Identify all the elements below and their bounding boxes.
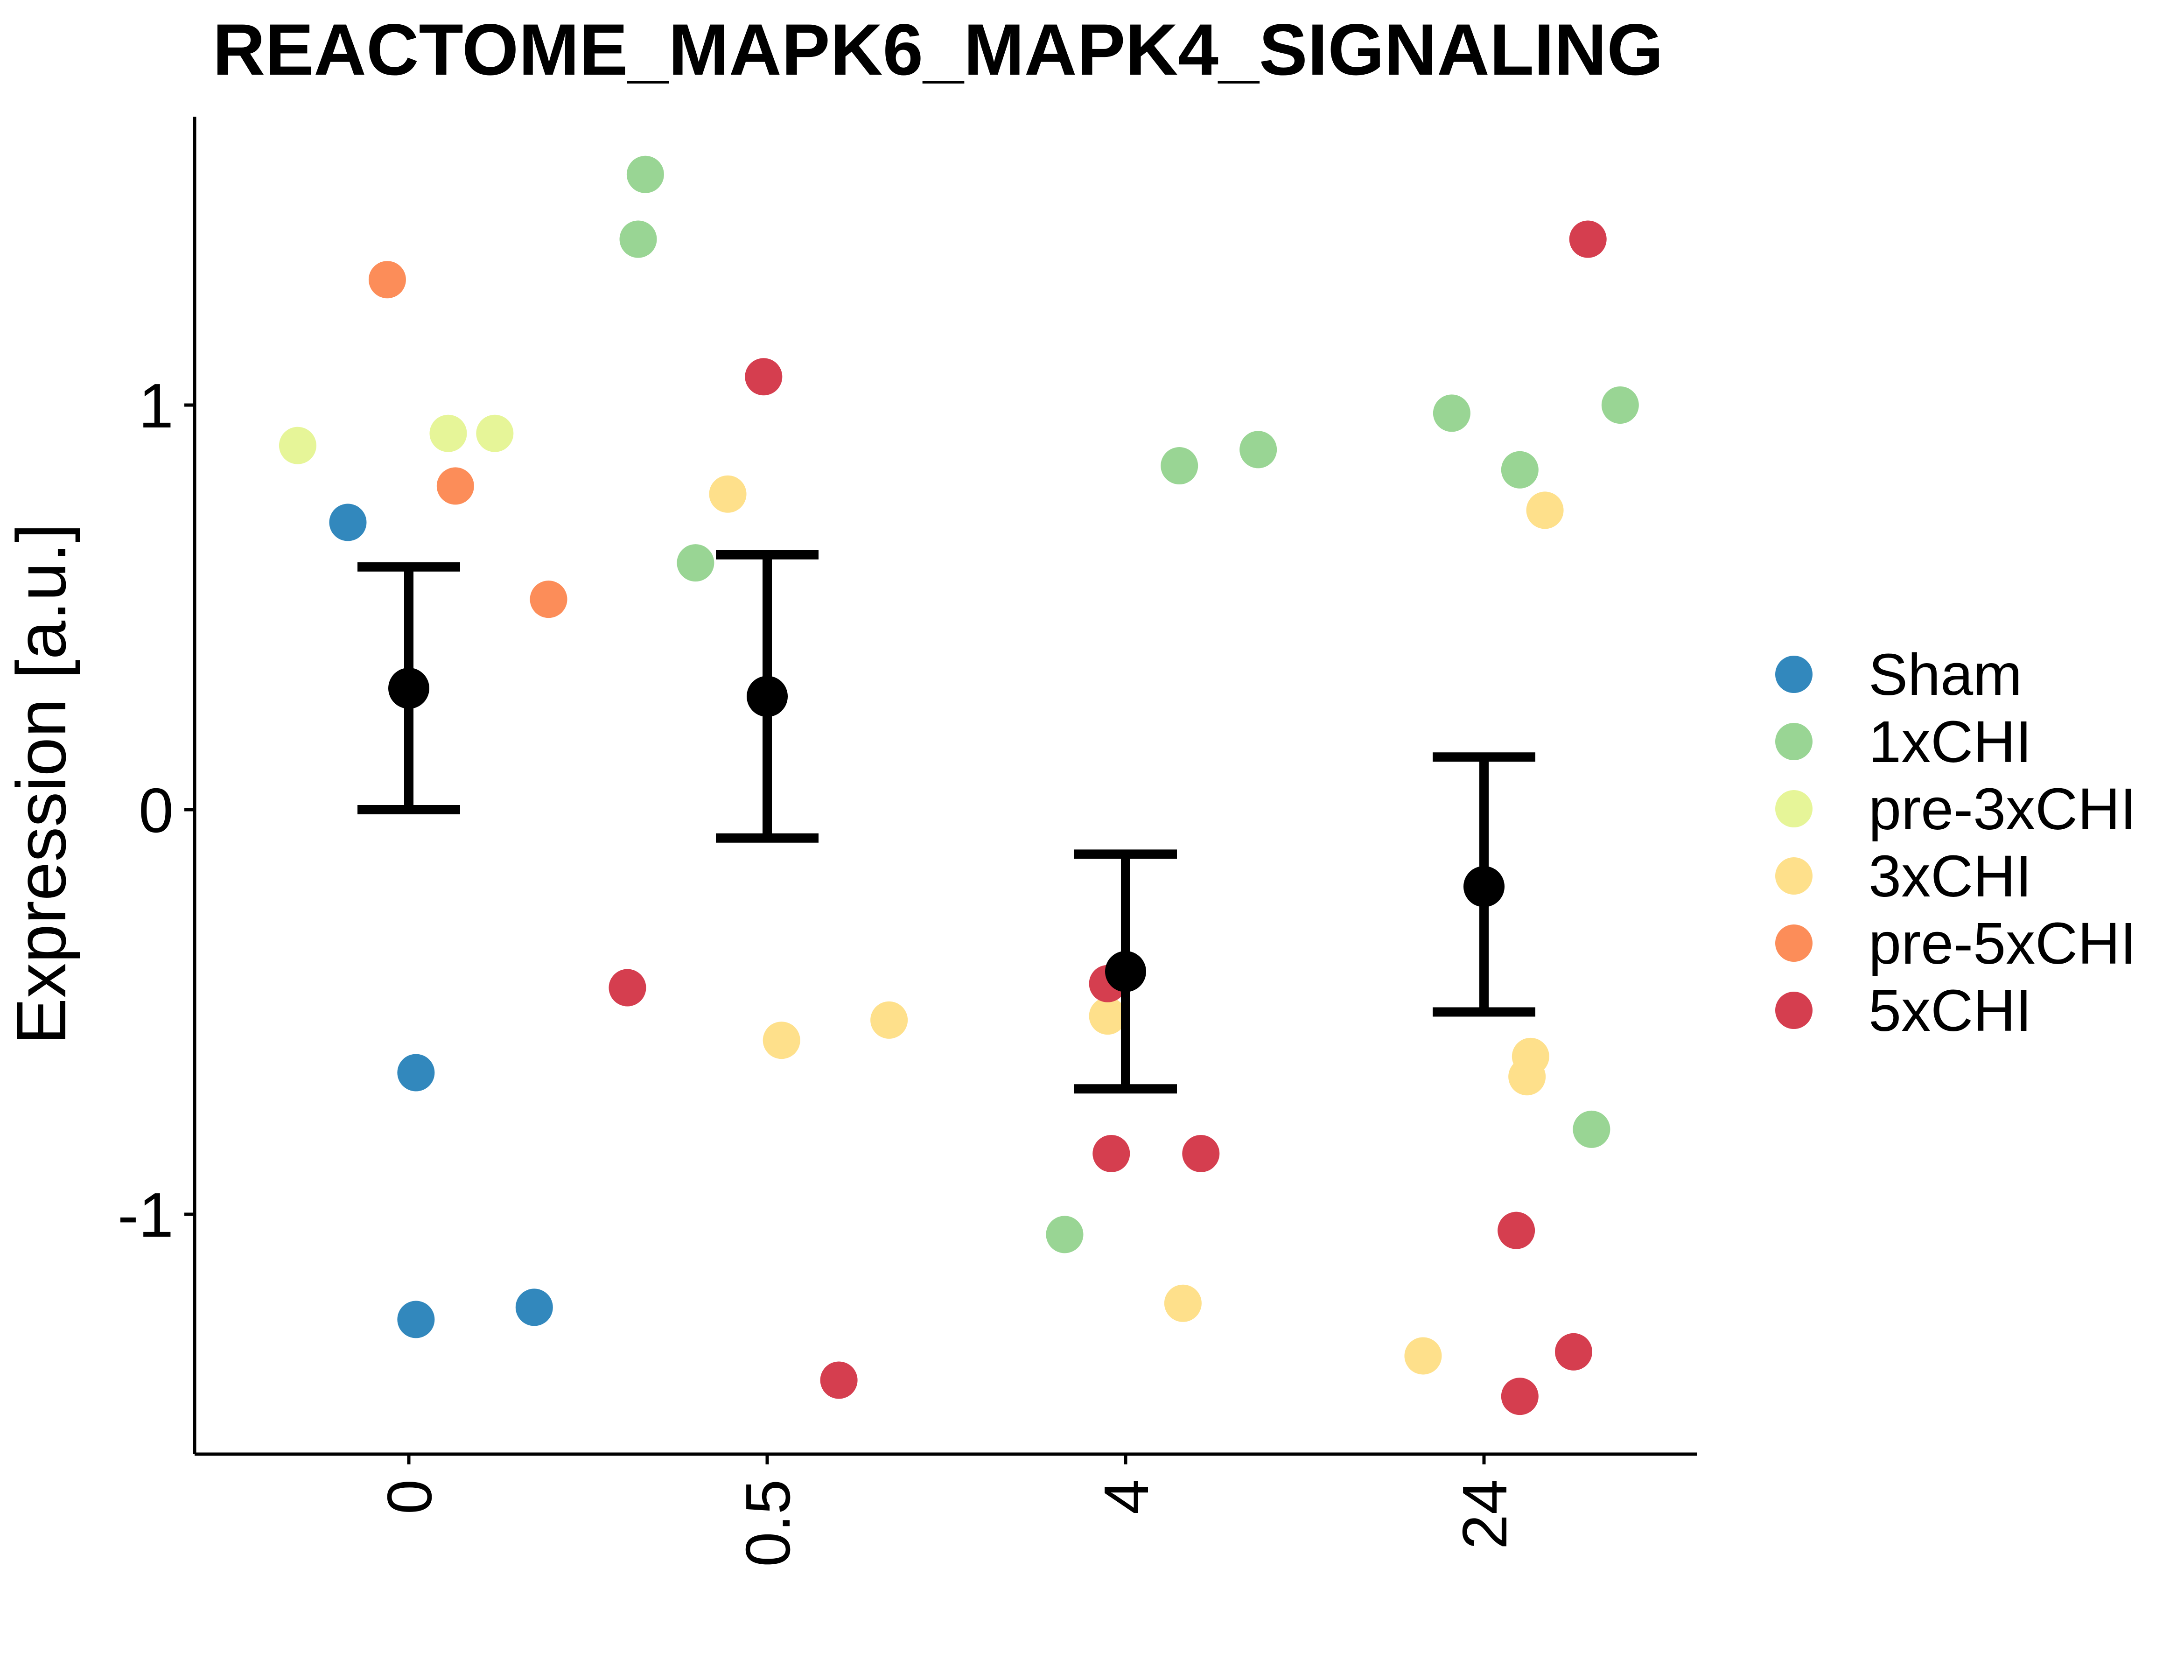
legend-item: pre-5xCHI: [1775, 910, 2136, 976]
legend-label: pre-3xCHI: [1869, 776, 2136, 842]
data-point: [1555, 1333, 1592, 1371]
data-point: [1182, 1134, 1220, 1172]
data-point: [870, 1001, 908, 1039]
x-tick-label: 24: [1449, 1479, 1520, 1549]
legend-swatch: [1775, 992, 1813, 1029]
legend-swatch: [1775, 857, 1813, 895]
data-point: [626, 155, 664, 193]
data-point: [1526, 491, 1564, 529]
y-tick-label: -1: [118, 1180, 174, 1250]
data-point: [436, 467, 474, 505]
legend-label: Sham: [1869, 642, 2022, 707]
summary-markers: [357, 550, 1535, 1094]
legend-label: 3xCHI: [1869, 843, 2032, 909]
data-point: [609, 969, 646, 1007]
legend-item: 5xCHI: [1775, 978, 2032, 1043]
data-point: [368, 261, 406, 299]
data-point: [397, 1054, 435, 1092]
error-bar: [716, 550, 819, 843]
data-point: [1508, 1058, 1546, 1096]
data-point: [1404, 1337, 1442, 1375]
data-point: [677, 544, 714, 582]
data-point: [1239, 431, 1277, 469]
legend-swatch: [1775, 924, 1813, 962]
data-point: [1046, 1216, 1084, 1253]
mean-point: [388, 667, 429, 709]
data-point: [820, 1361, 858, 1399]
data-point: [1433, 394, 1470, 432]
legend-label: 5xCHI: [1869, 978, 2032, 1043]
error-bar: [357, 562, 460, 814]
y-tick-label: 0: [139, 775, 174, 846]
data-point: [329, 504, 367, 541]
data-point: [745, 358, 783, 396]
y-tick-label: 1: [139, 371, 174, 441]
legend-item: pre-3xCHI: [1775, 776, 2136, 842]
legend-item: Sham: [1775, 642, 2022, 707]
data-point: [1573, 1110, 1610, 1148]
data-point: [1601, 386, 1639, 424]
x-tick-label: 4: [1091, 1479, 1162, 1514]
x-tick-label: 0.5: [733, 1479, 803, 1567]
data-point: [397, 1301, 435, 1338]
y-axis-label: Expression [a.u.]: [2, 523, 80, 1044]
legend-item: 3xCHI: [1775, 843, 2032, 909]
data-point: [1569, 220, 1607, 258]
mean-point: [1463, 866, 1505, 907]
error-bar: [1433, 752, 1535, 1017]
data-point: [476, 414, 514, 452]
legend-swatch: [1775, 723, 1813, 760]
data-point: [1501, 451, 1539, 489]
mean-point: [1105, 951, 1146, 992]
error-bar: [1074, 849, 1177, 1094]
data-point: [1089, 997, 1127, 1035]
data-points: [279, 155, 1639, 1415]
data-point: [429, 414, 467, 452]
legend-swatch: [1775, 656, 1813, 693]
legend-label: pre-5xCHI: [1869, 910, 2136, 976]
data-point: [1498, 1211, 1535, 1249]
data-point: [709, 475, 747, 513]
data-point: [619, 220, 657, 258]
legend-item: 1xCHI: [1775, 709, 2032, 775]
x-axis-ticks: 0 0.5 4 24: [374, 1454, 1520, 1567]
legend-label: 1xCHI: [1869, 709, 2032, 775]
data-point: [763, 1022, 800, 1059]
x-tick-label: 0: [374, 1479, 445, 1514]
chart-title: REACTOME_MAPK6_MAPK4_SIGNALING: [213, 9, 1664, 91]
data-point: [530, 581, 567, 618]
legend-swatch: [1775, 790, 1813, 827]
data-point: [1501, 1378, 1539, 1415]
mean-point: [747, 676, 788, 717]
data-point: [279, 427, 316, 464]
data-point: [1092, 1134, 1130, 1172]
data-point: [1164, 1284, 1202, 1322]
data-point: [515, 1288, 553, 1326]
y-axis-ticks: -1 0 1: [118, 371, 195, 1250]
data-point: [1161, 447, 1198, 485]
